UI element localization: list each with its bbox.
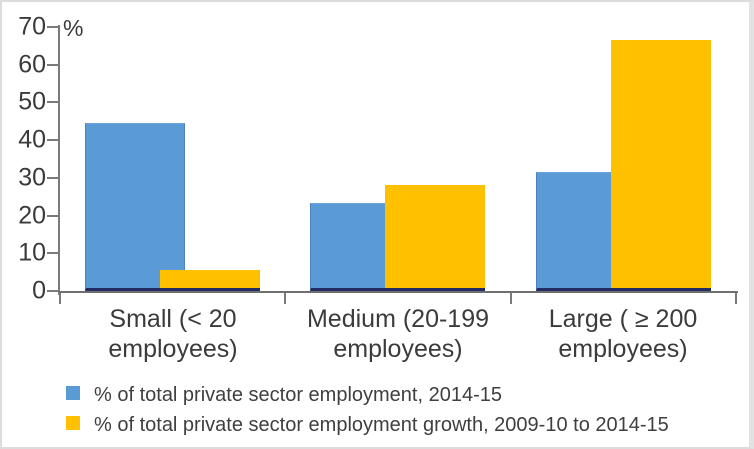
legend-item-employment: % of total private sector employment, 20…: [66, 382, 669, 410]
legend-label-growth: % of total private sector employment gro…: [94, 414, 669, 436]
x-axis-category-label-small: Small (< 20 employees): [108, 305, 238, 363]
y-axis-tick: [47, 101, 58, 104]
y-axis-tick: [47, 176, 58, 179]
y-axis-tick-label: 60: [18, 50, 46, 79]
y-axis-tick-label: 20: [18, 201, 46, 230]
legend: % of total private sector employment, 20…: [66, 382, 669, 442]
y-axis-tick: [47, 252, 58, 255]
y-axis-tick: [47, 26, 58, 28]
y-axis-tick-label: 30: [18, 163, 46, 192]
x-axis-line: [58, 291, 738, 293]
x-axis-tick: [284, 293, 287, 304]
legend-swatch-employment-icon: [66, 386, 80, 400]
y-axis-unit-label: %: [63, 15, 84, 41]
y-axis-tick: [47, 290, 58, 292]
x-axis-tick: [735, 293, 737, 304]
y-axis-tick: [47, 63, 58, 66]
y-axis-line: [58, 25, 60, 295]
x-axis-tick: [59, 293, 61, 304]
legend-swatch-growth-icon: [66, 416, 80, 430]
legend-item-growth: % of total private sector employment gro…: [66, 412, 669, 440]
y-axis-tick: [47, 214, 58, 217]
y-axis-tick-label: 0: [32, 276, 46, 305]
bar-growth-2: [610, 40, 711, 291]
y-axis-tick-label: 40: [18, 125, 46, 154]
y-axis-tick-label: 50: [18, 87, 46, 116]
bar-growth-0: [160, 270, 260, 291]
y-axis-tick-label: 70: [18, 12, 46, 41]
bar-employment-0: [85, 123, 185, 291]
x-axis-category-label-medium: Medium (20-199 employees): [306, 305, 490, 363]
y-axis-tick: [47, 139, 58, 142]
bar-growth-1: [385, 184, 486, 291]
legend-label-employment: % of total private sector employment, 20…: [94, 384, 502, 406]
y-axis-tick-label: 10: [18, 238, 46, 267]
x-axis-category-label-large: Large ( ≥ 200 employees): [548, 305, 698, 363]
x-axis-tick: [509, 293, 512, 304]
plot-area: % 0 10 20 30 40 50 60 70: [18, 14, 738, 304]
